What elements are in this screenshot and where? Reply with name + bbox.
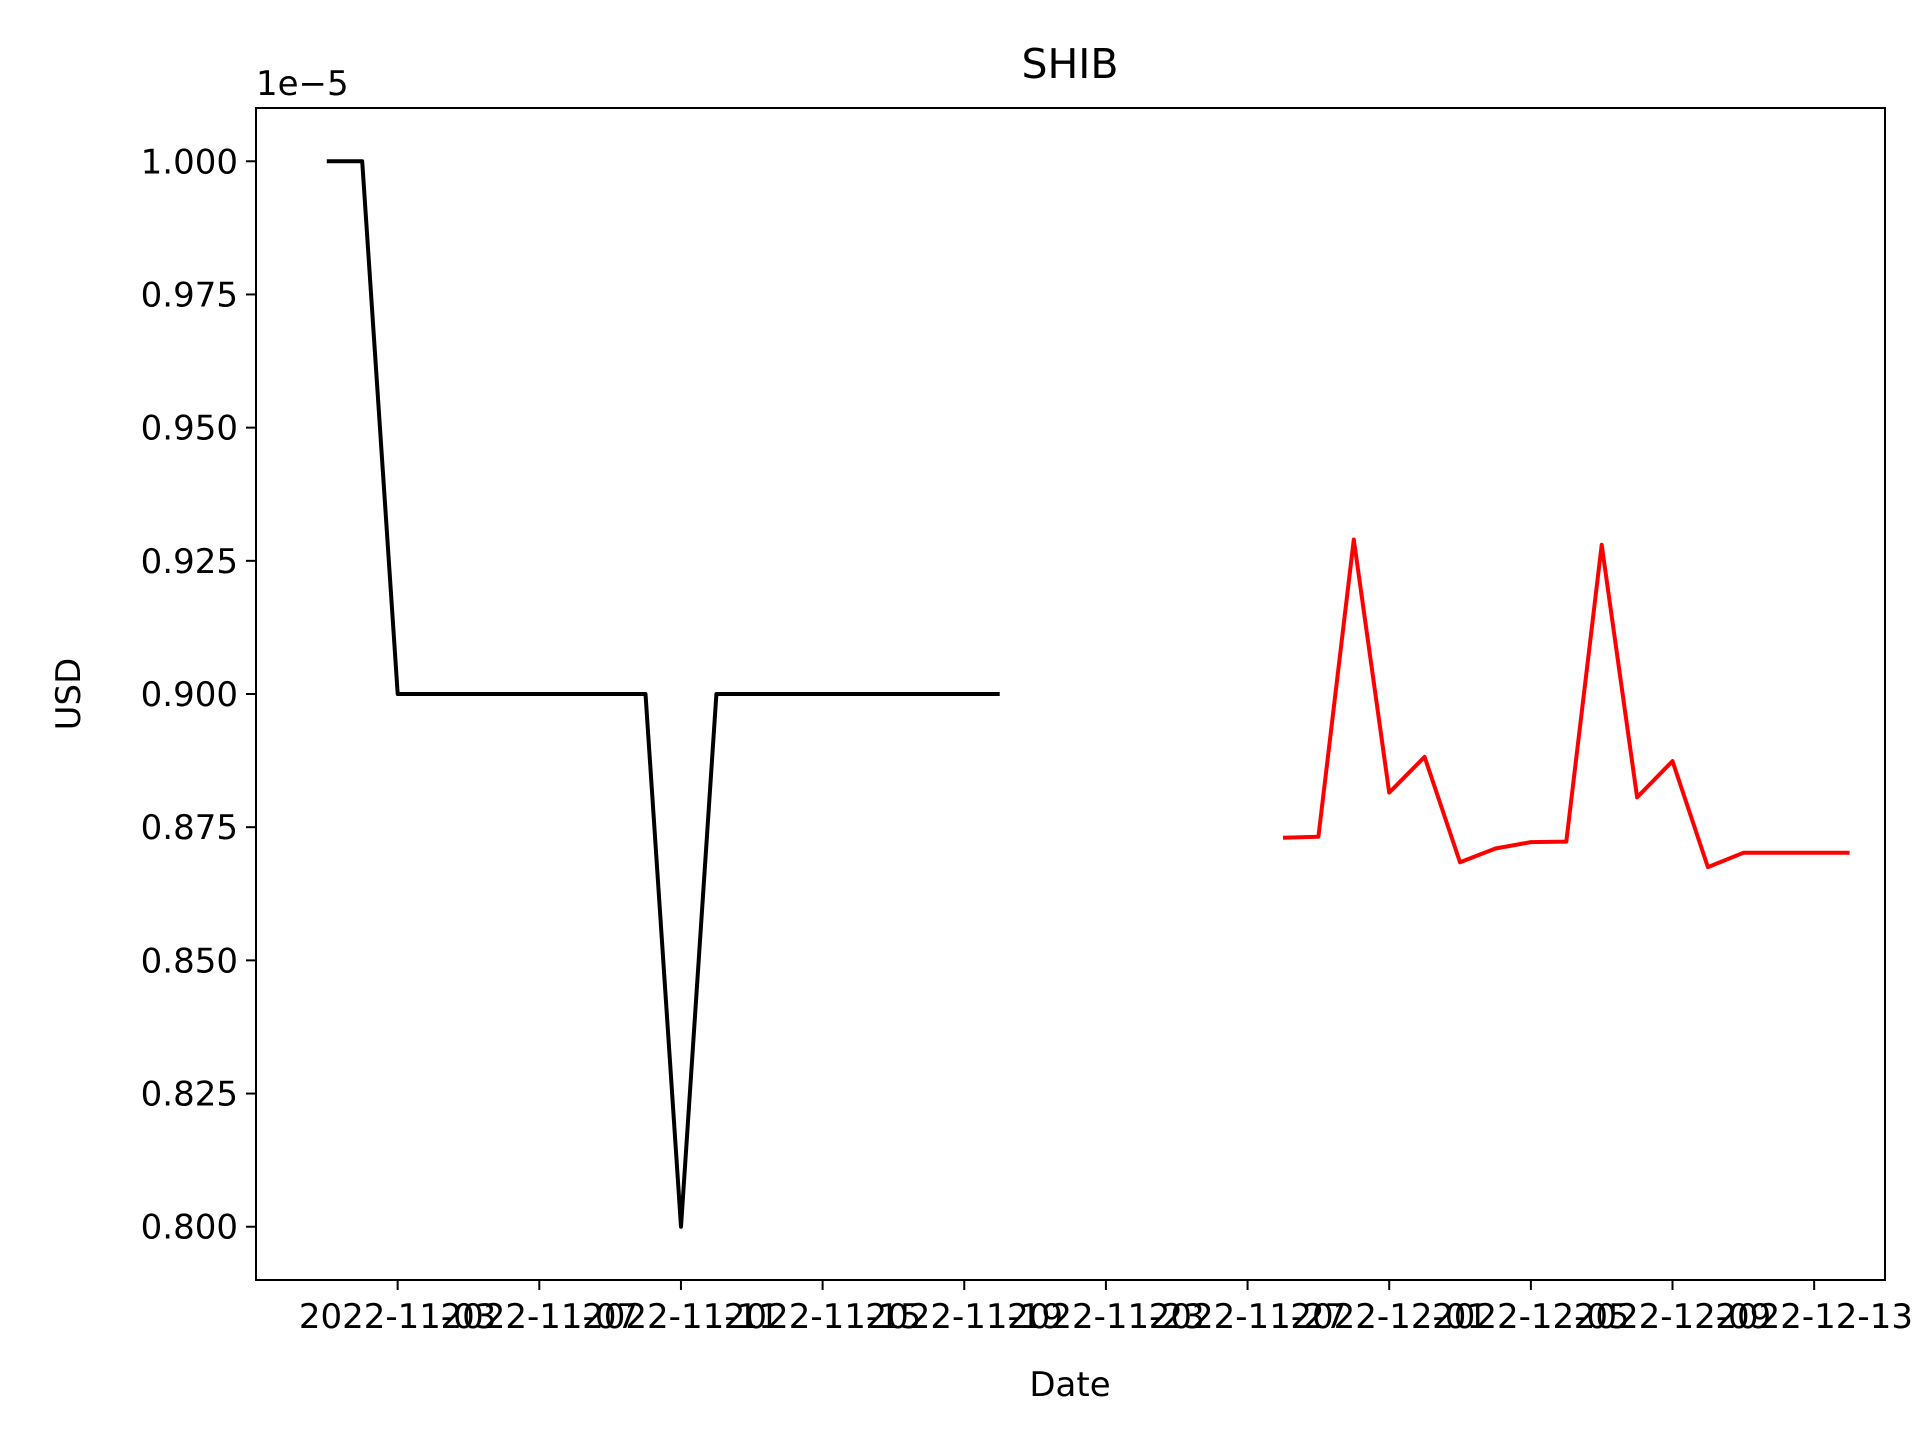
y-tick-label: 0.875: [141, 808, 238, 848]
x-axis-label: Date: [1029, 1365, 1110, 1405]
x-tick-label: 2022-11-11: [582, 1297, 780, 1337]
x-tick-label: 2022-12-13: [1715, 1297, 1913, 1337]
x-tick-label: 2022-12-05: [1432, 1297, 1630, 1337]
y-offset-label: 1e−5: [256, 64, 349, 104]
y-tick-label: 0.975: [141, 275, 238, 315]
y-tick-label: 0.950: [141, 409, 238, 449]
x-tick-label: 2022-11-27: [1149, 1297, 1347, 1337]
series-line-1: [326, 159, 1000, 1229]
y-tick-label: 0.900: [141, 675, 238, 715]
axes-frame: [255, 107, 1886, 1281]
x-tick-label: 2022-12-01: [1290, 1297, 1488, 1337]
x-tick-label: 2022-11-15: [724, 1297, 922, 1337]
chart-title: SHIB: [1021, 40, 1118, 88]
y-tick-label: 1.000: [141, 142, 238, 182]
x-tick-label: 2022-11-19: [865, 1297, 1063, 1337]
y-tick-label: 0.850: [141, 941, 238, 981]
plot-area: 2022-11-032022-11-072022-11-112022-11-15…: [141, 142, 1913, 1337]
x-tick-label: 2022-11-07: [441, 1297, 639, 1337]
x-tick-label: 2022-11-03: [299, 1297, 497, 1337]
x-tick-label: 2022-12-09: [1574, 1297, 1772, 1337]
y-tick-label: 0.925: [141, 542, 238, 582]
series-line-2: [1282, 537, 1850, 870]
y-axis-label: USD: [49, 658, 89, 731]
x-tick-label: 2022-11-23: [1007, 1297, 1205, 1337]
y-tick-label: 0.800: [141, 1208, 238, 1248]
y-tick-label: 0.825: [141, 1075, 238, 1115]
